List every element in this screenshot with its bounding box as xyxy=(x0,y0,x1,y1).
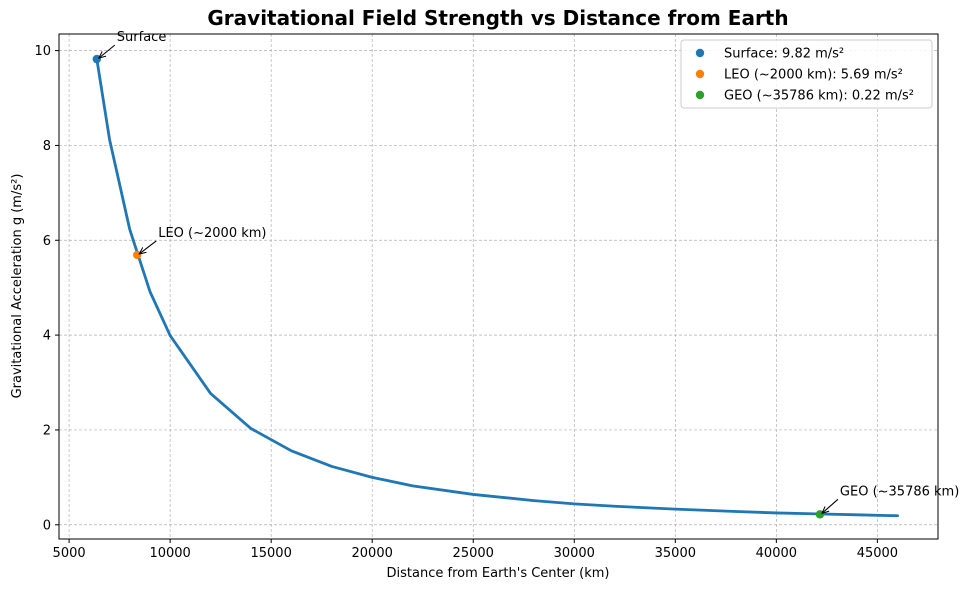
annotation-arrow xyxy=(822,498,839,513)
series-line xyxy=(95,57,899,518)
y-tick-label: 2 xyxy=(43,423,51,438)
x-tick-label: 5000 xyxy=(53,546,86,561)
series-lines xyxy=(95,57,899,518)
legend-marker xyxy=(695,90,705,100)
y-axis-label: Gravitational Acceleration g (m/s²) xyxy=(10,174,25,399)
x-tick-label: 25000 xyxy=(453,546,494,561)
highlight-point xyxy=(133,250,142,260)
y-tick-label: 8 xyxy=(43,139,51,154)
y-tick-label: 10 xyxy=(34,44,51,59)
annotation-label: Surface xyxy=(117,30,167,45)
x-tick-label: 30000 xyxy=(554,546,595,561)
highlight-point xyxy=(815,510,825,519)
annotation-label: GEO (~35786 km) xyxy=(840,484,959,499)
x-tick-label: 15000 xyxy=(250,546,291,561)
legend-label: LEO (~2000 km): 5.69 m/s² xyxy=(724,68,903,83)
x-tick-label: 20000 xyxy=(352,546,393,561)
annotations: Surface LEO (~2000 km) GEO (~35786 km) xyxy=(99,30,959,513)
y-tick-label: 0 xyxy=(43,518,51,533)
plot-frame xyxy=(58,33,939,540)
legend: Surface: 9.82 m/s² LEO (~2000 km): 5.69 m… xyxy=(680,39,933,109)
legend-label: Surface: 9.82 m/s² xyxy=(724,47,844,62)
y-tick-label: 6 xyxy=(43,234,51,249)
x-tick-label: 10000 xyxy=(149,546,190,561)
legend-marker xyxy=(695,48,705,58)
highlight-point xyxy=(92,54,102,64)
x-axis-label: Distance from Earth's Center (km) xyxy=(387,566,610,581)
annotation-arrow xyxy=(139,240,157,254)
grid xyxy=(59,34,938,539)
legend-box xyxy=(680,39,933,109)
x-tick-label: 45000 xyxy=(857,546,898,561)
annotation-arrow xyxy=(99,44,116,58)
legend-marker xyxy=(695,69,705,79)
x-tick-label: 40000 xyxy=(756,546,797,561)
y-tick-label: 4 xyxy=(43,329,51,344)
legend-label: GEO (~35786 km): 0.22 m/s² xyxy=(724,89,914,104)
highlight-points xyxy=(92,54,825,519)
chart-title: Gravitational Field Strength vs Distance… xyxy=(207,6,788,30)
annotation-label: LEO (~2000 km) xyxy=(158,226,266,241)
x-tick-label: 35000 xyxy=(655,546,696,561)
axis-ticks: 5000 10000 15000 20000 25000 30000 35000 40000 4… xyxy=(34,44,898,561)
